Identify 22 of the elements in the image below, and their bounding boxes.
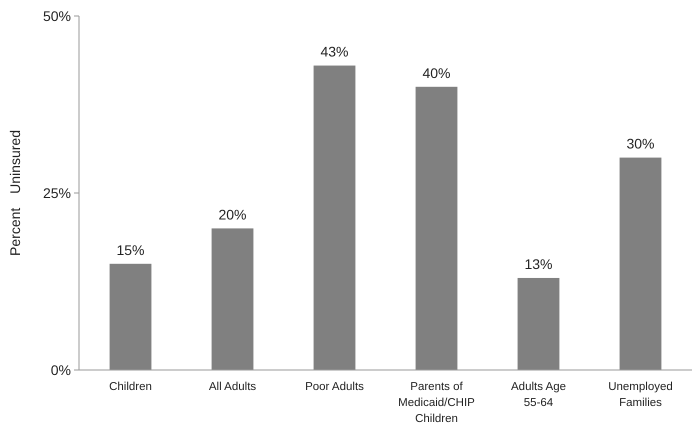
data-label: 15% — [116, 242, 145, 258]
x-tick-label: All Adults — [208, 381, 256, 393]
x-tick-label: Adults Age 55-64 — [511, 381, 566, 409]
data-label: 13% — [524, 256, 553, 272]
bar — [314, 66, 356, 370]
x-tick-label: Poor Adults — [305, 381, 364, 393]
bar — [110, 264, 152, 370]
bar — [212, 228, 254, 370]
data-label: 40% — [422, 64, 451, 81]
data-label: 30% — [626, 136, 655, 152]
bar — [620, 158, 662, 370]
x-tick-label: Parents of Medicaid/CHIP Children — [398, 381, 476, 425]
x-tick-label: Unemployed Families — [608, 381, 673, 409]
bar — [416, 86, 458, 370]
bar — [518, 278, 560, 370]
y-tick-label: 25% — [42, 184, 71, 201]
y-tick-label: 50% — [42, 8, 71, 24]
data-label: 20% — [218, 206, 247, 222]
y-tick-label: 0% — [50, 362, 71, 378]
data-label: 43% — [320, 44, 349, 60]
x-tick-label: Children — [109, 381, 152, 393]
y-axis-title: Percent Uninsured — [7, 130, 23, 256]
